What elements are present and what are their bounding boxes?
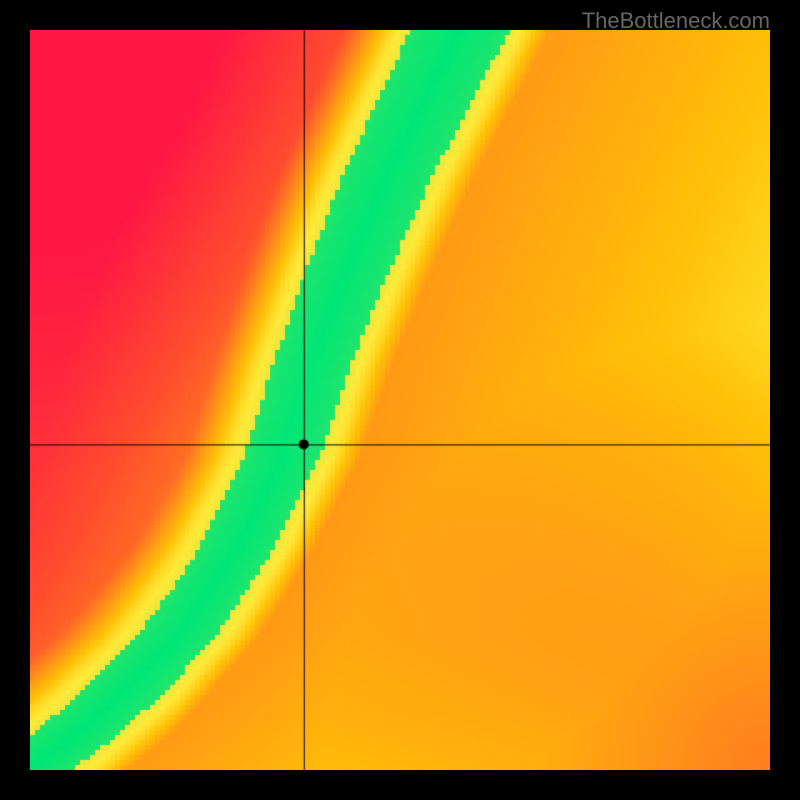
- chart-container: TheBottleneck.com: [0, 0, 800, 800]
- heatmap-plot: [30, 30, 770, 770]
- watermark-text: TheBottleneck.com: [582, 8, 770, 34]
- heatmap-canvas: [30, 30, 770, 770]
